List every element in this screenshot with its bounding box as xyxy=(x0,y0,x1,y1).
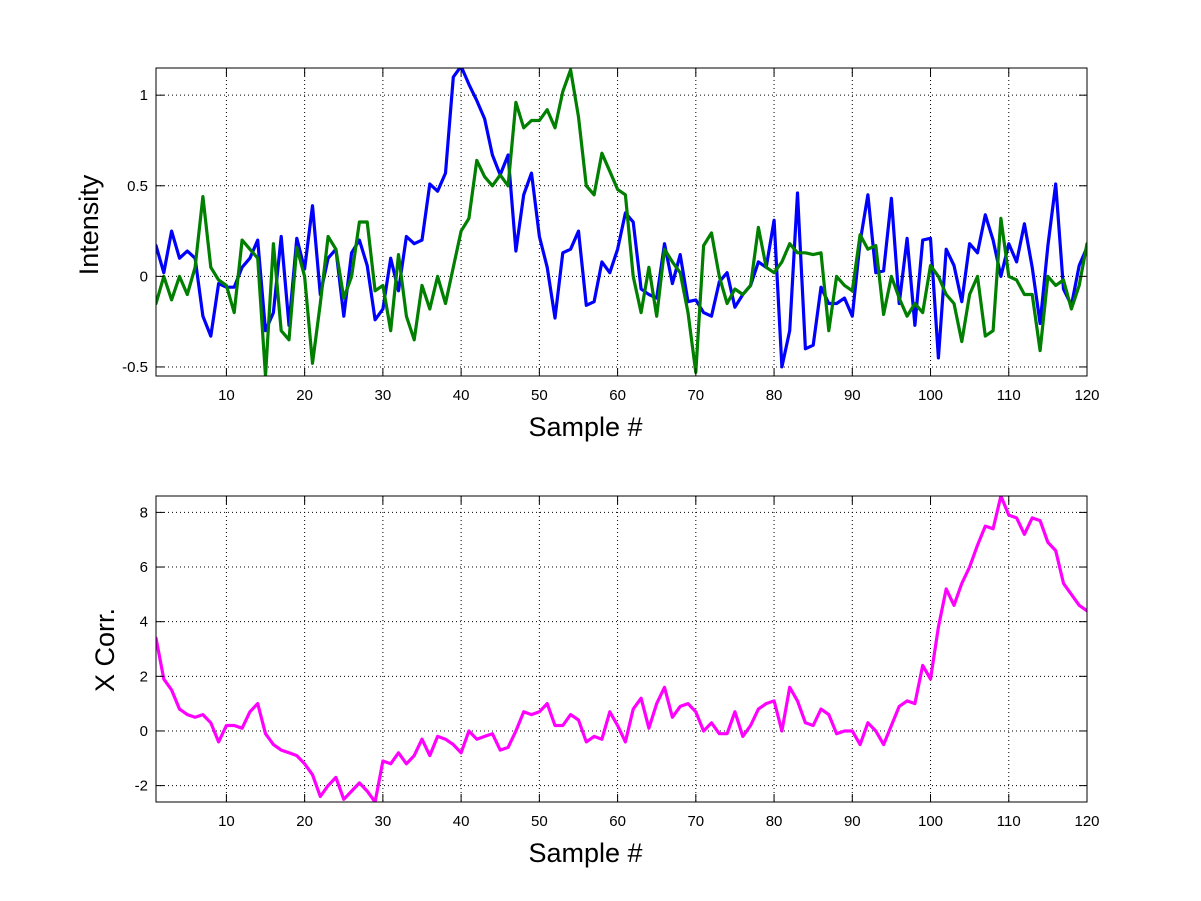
intensity-xtick-label: 20 xyxy=(296,387,313,404)
intensity-xtick-label: 110 xyxy=(997,387,1021,404)
xcorr-series-0-line xyxy=(156,496,1087,802)
intensity-panel: 10 20 30 40 50 60 70 80 90 100 110 120 -0.5 0 0.5 1 Samp… xyxy=(74,67,1100,442)
xcorr-xtick-label: 70 xyxy=(687,813,704,830)
intensity-xtick-label: 60 xyxy=(609,387,626,404)
intensity-ytick-label: 0.5 xyxy=(127,178,148,195)
xcorr-xtick-label: 90 xyxy=(844,813,861,830)
intensity-xtick-label: 40 xyxy=(453,387,470,404)
xcorr-ytick-label: 8 xyxy=(140,504,148,521)
intensity-series-group xyxy=(156,68,1087,376)
intensity-xtick-label: 50 xyxy=(531,387,548,404)
xcorr-xtick-label: 110 xyxy=(997,813,1021,830)
xcorr-xaxis-label: Sample # xyxy=(528,838,642,868)
intensity-xaxis-label: Sample # xyxy=(528,412,642,442)
xcorr-yaxis-label: X Corr. xyxy=(90,608,120,692)
intensity-xtick-label: 80 xyxy=(766,387,783,404)
xcorr-panel: 10 20 30 40 50 60 70 80 90 100 110 120 -2 0 2 4 6 8 Sample… xyxy=(90,495,1100,868)
xcorr-xtick-label: 20 xyxy=(296,813,313,830)
xcorr-series-group xyxy=(156,496,1087,802)
intensity-yaxis-label: Intensity xyxy=(74,174,104,275)
intensity-xtick-label: 120 xyxy=(1074,387,1099,404)
xcorr-xtick-label: 100 xyxy=(918,813,943,830)
intensity-xtick-label: 30 xyxy=(375,387,392,404)
xcorr-ytick-label: 4 xyxy=(140,614,148,631)
xcorr-axes-frame xyxy=(155,495,1088,803)
intensity-ytick-label: 1 xyxy=(140,87,148,104)
xcorr-ytick-label: 2 xyxy=(140,668,148,685)
xcorr-xtick-label: 10 xyxy=(218,813,235,830)
intensity-xtick-label: 70 xyxy=(687,387,704,404)
intensity-ytick-label: 0 xyxy=(140,268,148,285)
xcorr-ytick-label: -2 xyxy=(135,778,148,795)
xcorr-ytick-label: 0 xyxy=(140,723,148,740)
intensity-xtick-label: 100 xyxy=(918,387,943,404)
xcorr-xtick-label: 50 xyxy=(531,813,548,830)
intensity-axes-frame xyxy=(155,67,1088,377)
xcorr-xtick-label: 120 xyxy=(1074,813,1099,830)
xcorr-xtick-label: 30 xyxy=(375,813,392,830)
intensity-xtick-label: 10 xyxy=(218,387,235,404)
xcorr-xtick-label: 60 xyxy=(609,813,626,830)
xcorr-xtick-label: 40 xyxy=(453,813,470,830)
intensity-series-1-line xyxy=(156,68,1087,376)
xcorr-xtick-label: 80 xyxy=(766,813,783,830)
xcorr-ytick-label: 6 xyxy=(140,559,148,576)
intensity-series-0-line xyxy=(156,68,1087,369)
intensity-xtick-label: 90 xyxy=(844,387,861,404)
intensity-ytick-label: -0.5 xyxy=(122,359,148,376)
